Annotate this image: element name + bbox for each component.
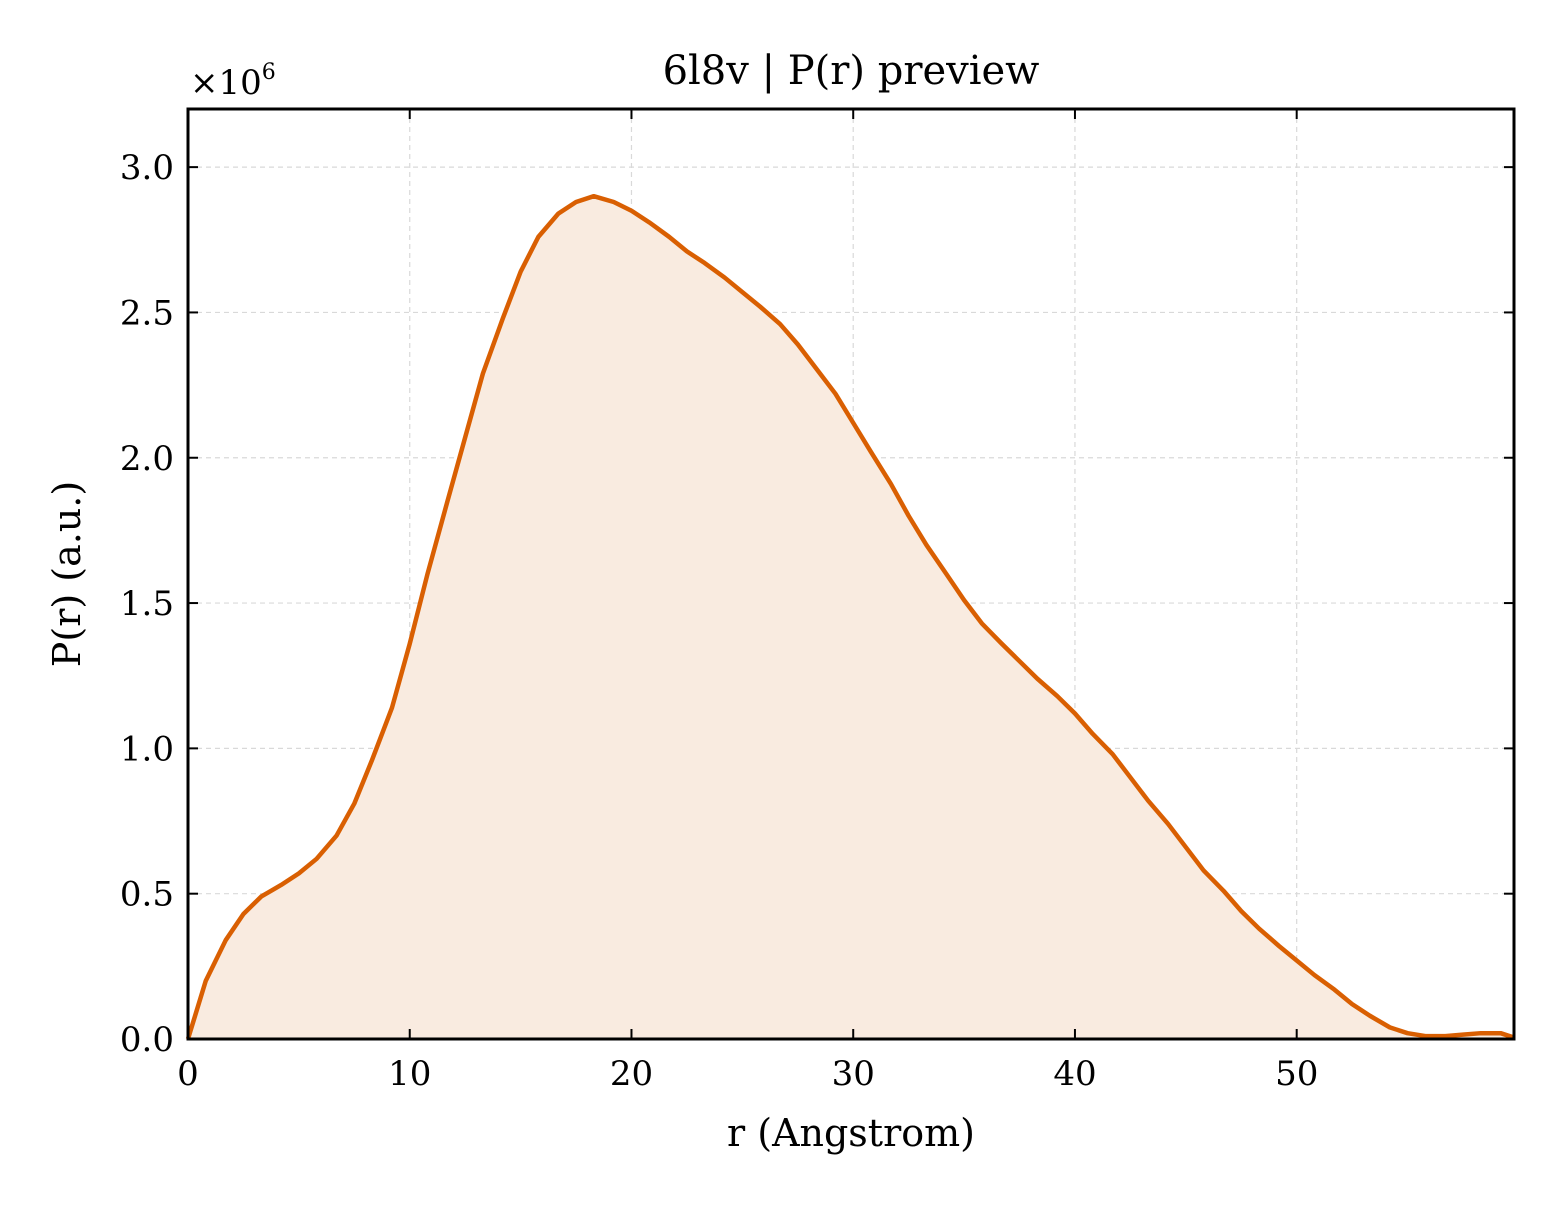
x-tick-label: 50 — [1275, 1054, 1318, 1094]
y-axis-label: P(r) (a.u.) — [45, 481, 89, 667]
x-tick-label: 0 — [177, 1054, 199, 1094]
y-tick-label: 0.5 — [120, 875, 174, 915]
plot-frame — [186, 107, 1516, 1041]
y-tick-label: 2.0 — [120, 439, 174, 479]
x-axis-label: r (Angstrom) — [727, 1111, 975, 1155]
x-tick-label: 40 — [1053, 1054, 1096, 1094]
y-tick-label: 1.5 — [120, 584, 174, 624]
x-tick-label: 30 — [832, 1054, 875, 1094]
y-tick-label: 0.0 — [120, 1020, 174, 1060]
y-tick-label: 2.5 — [120, 293, 174, 333]
y-multiplier-base: ×10 — [190, 63, 262, 103]
x-tick-label: 20 — [610, 1054, 653, 1094]
y-tick-label: 1.0 — [120, 729, 174, 769]
x-tick-label: 10 — [388, 1054, 431, 1094]
y-axis-multiplier: ×106 — [190, 60, 276, 103]
y-tick-label: 3.0 — [120, 148, 174, 188]
pr-area-fill — [188, 196, 1514, 1039]
y-multiplier-exponent: 6 — [262, 60, 276, 85]
pr-data-line — [185, 193, 1515, 1040]
ticks-layer — [187, 109, 1514, 1040]
chart-title: 6l8v | P(r) preview — [663, 48, 1040, 94]
tick-labels-layer: 0 10 20 30 40 50 0.0 0.5 1.0 1.5 2.0 2.5 3.0 — [120, 148, 1318, 1094]
